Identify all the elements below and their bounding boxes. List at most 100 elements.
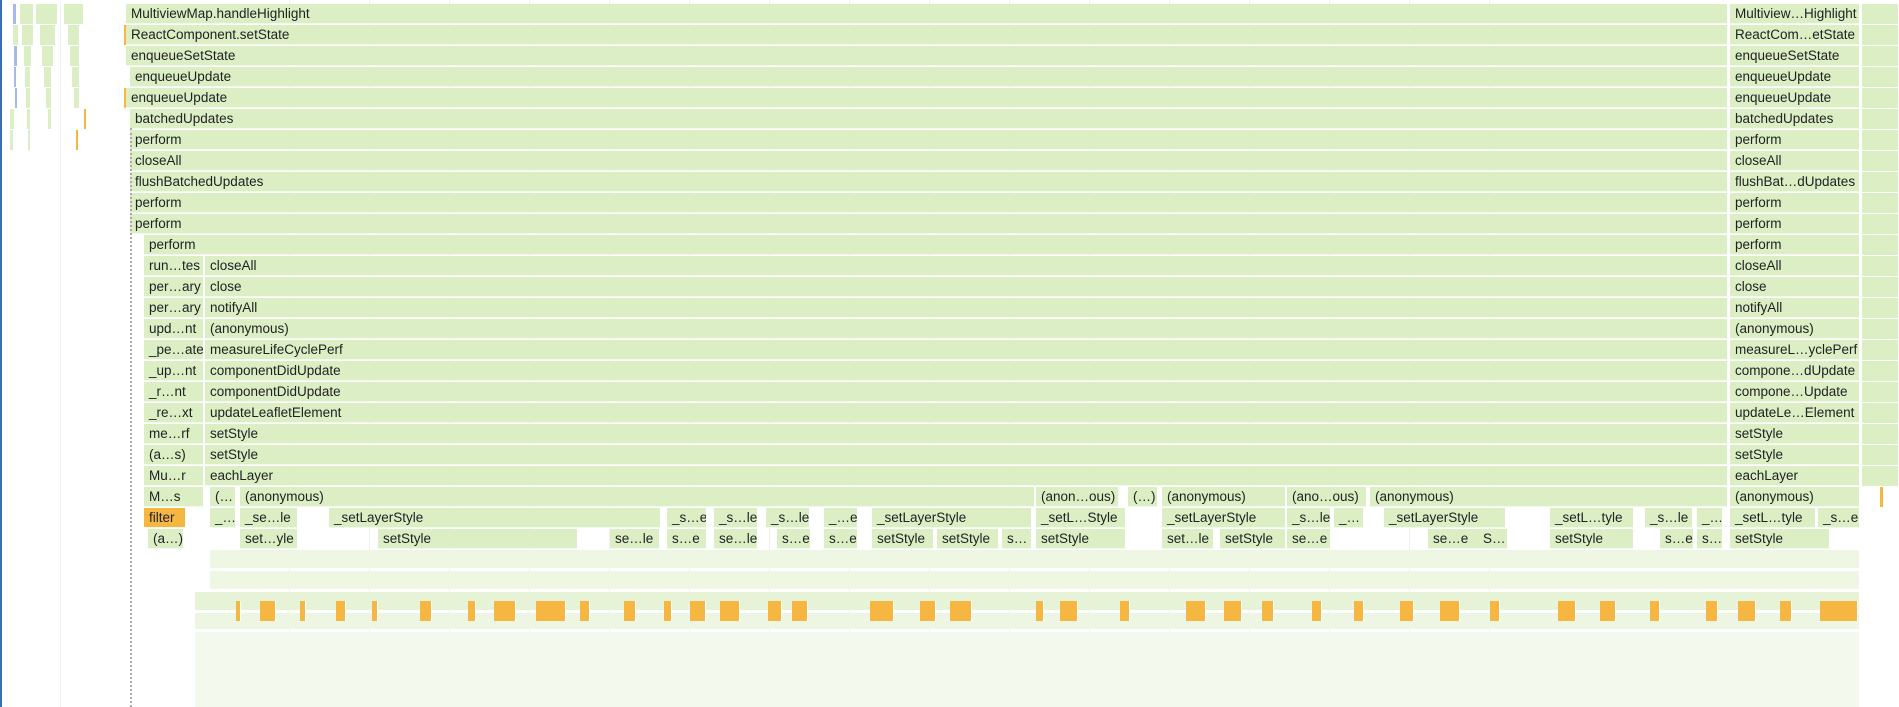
flame-frame-mini[interactable] [1312, 601, 1322, 621]
flame-frame-mini[interactable] [792, 601, 808, 621]
flame-frame-mini[interactable] [1862, 130, 1899, 150]
flame-frame[interactable]: _s…le [1287, 508, 1331, 528]
flame-frame[interactable]: batchedUpdates [130, 109, 1728, 129]
flame-frame[interactable]: perform [1730, 214, 1860, 234]
flame-frame[interactable]: _… [1334, 508, 1364, 528]
flame-frame[interactable]: _s…le [766, 508, 810, 528]
flame-frame[interactable]: _… [1697, 508, 1723, 528]
flame-frame[interactable]: _pe…ate [144, 340, 204, 360]
flame-frame-mini[interactable] [42, 46, 54, 66]
flame-frame[interactable]: setStyle [205, 424, 1728, 444]
flame-frame[interactable]: _setLayerStyle [1162, 508, 1286, 528]
flame-frame[interactable]: _…e [824, 508, 858, 528]
flame-frame[interactable]: enqueueUpdate [126, 88, 1728, 108]
flame-frame-mini[interactable] [1262, 601, 1274, 621]
flame-frame[interactable]: closeAll [1730, 151, 1860, 171]
flame-frame-mini[interactable] [14, 67, 17, 87]
flame-frame[interactable]: _se…le [240, 508, 298, 528]
flame-frame[interactable]: ReactComponent.setState [126, 25, 1728, 45]
flame-frame[interactable]: se…e [1428, 529, 1480, 549]
flame-frame-mini[interactable] [580, 601, 590, 621]
flame-frame-mini[interactable] [14, 46, 18, 66]
flame-frame-mini[interactable] [1558, 601, 1576, 621]
flame-frame[interactable]: perform [130, 214, 1728, 234]
flame-frame-mini[interactable] [1862, 193, 1899, 213]
flame-frame[interactable]: setStyle [205, 445, 1728, 465]
flame-frame-mini[interactable] [536, 601, 566, 621]
flame-frame[interactable]: s…e [824, 529, 858, 549]
flame-frame[interactable]: M…s [144, 487, 204, 507]
flame-frame[interactable]: perform [144, 235, 1728, 255]
flame-frame-mini[interactable] [36, 4, 58, 24]
flame-frame[interactable]: eachLayer [205, 466, 1728, 486]
flame-frame-mini[interactable] [1862, 235, 1899, 255]
flame-frame-mini[interactable] [10, 109, 15, 129]
flame-frame-mini[interactable] [1862, 25, 1899, 45]
flame-frame-mini[interactable] [1862, 361, 1899, 381]
flame-frame[interactable]: (… [210, 487, 236, 507]
flame-frame[interactable]: enqueueUpdate [1730, 88, 1860, 108]
flame-frame[interactable]: _setL…tyle [1550, 508, 1634, 528]
flame-frame-mini[interactable] [76, 130, 79, 150]
flame-frame[interactable]: setStyle [872, 529, 934, 549]
flame-frame-mini[interactable] [1186, 601, 1206, 621]
flame-frame[interactable]: _setL…tyle [1730, 508, 1816, 528]
flame-frame[interactable]: _setLayerStyle [329, 508, 661, 528]
flame-frame[interactable]: updateLeafletElement [205, 403, 1728, 423]
flame-frame[interactable]: _… [210, 508, 236, 528]
flame-frame-mini[interactable] [1036, 601, 1044, 621]
flame-frame[interactable]: per…ary [144, 277, 204, 297]
flame-frame-mini[interactable] [1862, 172, 1899, 192]
flame-frame-mini[interactable] [1862, 46, 1899, 66]
flame-frame-mini[interactable] [920, 601, 936, 621]
flame-frame[interactable]: (a…s) [144, 445, 204, 465]
flame-frame[interactable]: enqueueSetState [126, 46, 1728, 66]
flame-frame-mini[interactable] [1440, 601, 1460, 621]
flame-frame[interactable]: run…tes [144, 256, 204, 276]
flame-frame[interactable]: MultiviewMap.handleHighlight [126, 4, 1728, 24]
flame-frame-mini[interactable] [1862, 445, 1899, 465]
flame-frame[interactable]: se…e [1287, 529, 1331, 549]
flame-frame[interactable]: setStyle [1730, 424, 1860, 444]
flame-frame-mini[interactable] [1862, 256, 1899, 276]
flame-frame-mini[interactable] [1862, 67, 1899, 87]
flame-frame[interactable]: _setLayerStyle [1384, 508, 1506, 528]
flame-frame-mini[interactable] [624, 601, 636, 621]
flame-frame[interactable]: closeAll [1730, 256, 1860, 276]
flame-frame[interactable]: (a…) [148, 529, 184, 549]
flame-frame-mini[interactable] [48, 109, 52, 129]
flame-frame-mini[interactable] [70, 46, 80, 66]
flame-frame[interactable]: componentDidUpdate [205, 382, 1728, 402]
flame-frame-mini[interactable] [1862, 424, 1899, 444]
flame-frame-mini[interactable] [46, 88, 52, 108]
flame-frame-mini[interactable] [260, 601, 276, 621]
flame-row-dense[interactable] [210, 571, 1860, 589]
flame-frame-mini[interactable] [1600, 601, 1616, 621]
flame-frame[interactable]: perform [130, 130, 1728, 150]
flame-frame-mini[interactable] [40, 25, 56, 45]
flame-frame[interactable]: perform [1730, 130, 1860, 150]
flame-frame[interactable]: setStyle [378, 529, 578, 549]
flame-frame[interactable]: (anon…ous) [1036, 487, 1119, 507]
flame-frame-mini[interactable] [664, 601, 672, 621]
flame-frame-mini[interactable] [1490, 601, 1500, 621]
flame-frame[interactable]: perform [1730, 235, 1860, 255]
flame-frame[interactable]: closeAll [205, 256, 1728, 276]
flame-frame-mini[interactable] [26, 88, 31, 108]
flame-frame-mini[interactable] [1862, 319, 1899, 339]
flame-frame[interactable]: setStyle [1550, 529, 1634, 549]
flame-frame-mini[interactable] [1862, 88, 1899, 108]
flame-frame-mini[interactable] [25, 67, 31, 87]
flame-frame-mini[interactable] [236, 601, 241, 621]
flame-frame-mini[interactable] [1862, 277, 1899, 297]
flame-frame[interactable]: notifyAll [205, 298, 1728, 318]
flame-frame[interactable]: s… [1697, 529, 1723, 549]
flame-frame-mini[interactable] [44, 67, 52, 87]
flame-frame[interactable]: me…rf [144, 424, 204, 444]
flame-frame-mini[interactable] [27, 109, 31, 129]
flame-frame-selected[interactable]: filter [144, 508, 186, 528]
flame-frame[interactable]: _r…nt [144, 382, 204, 402]
flame-frame-mini[interactable] [13, 25, 19, 45]
flame-frame-mini[interactable] [1650, 601, 1660, 621]
flame-frame[interactable]: measureL…yclePerf [1730, 340, 1860, 360]
